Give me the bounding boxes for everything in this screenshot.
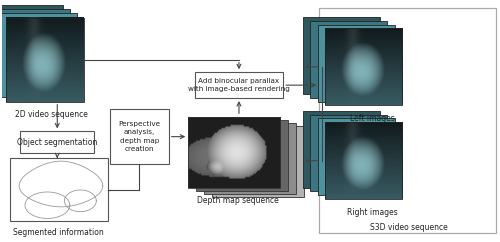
Bar [0,5,62,89]
Bar [0,13,76,98]
Bar [302,111,380,188]
Bar [325,122,402,199]
Text: Add binocular parallax
with image-based rendering: Add binocular parallax with image-based … [188,78,290,92]
Bar [188,117,280,188]
Bar [318,24,395,101]
Text: Right images: Right images [347,208,398,217]
Text: 2D video sequence: 2D video sequence [15,110,88,119]
Bar [10,158,108,221]
Bar [310,21,388,98]
Bar [196,120,288,191]
Bar [318,118,395,195]
Text: Segmented information: Segmented information [14,228,104,237]
Bar [110,109,169,164]
Bar [319,8,496,233]
Bar [302,17,380,94]
Bar [325,28,402,105]
Text: Left images: Left images [350,114,395,123]
Text: S3D video sequence: S3D video sequence [370,223,448,232]
Bar [6,17,84,102]
Text: Depth map sequence: Depth map sequence [196,196,278,204]
Bar [20,131,94,153]
Bar [212,126,304,197]
Bar [204,123,296,194]
Bar [310,114,388,191]
Bar [0,9,70,93]
Text: Perspective
analysis,
depth map
creation: Perspective analysis, depth map creation [118,121,160,152]
Text: Object segmentation: Object segmentation [17,138,98,147]
Bar [194,72,284,98]
